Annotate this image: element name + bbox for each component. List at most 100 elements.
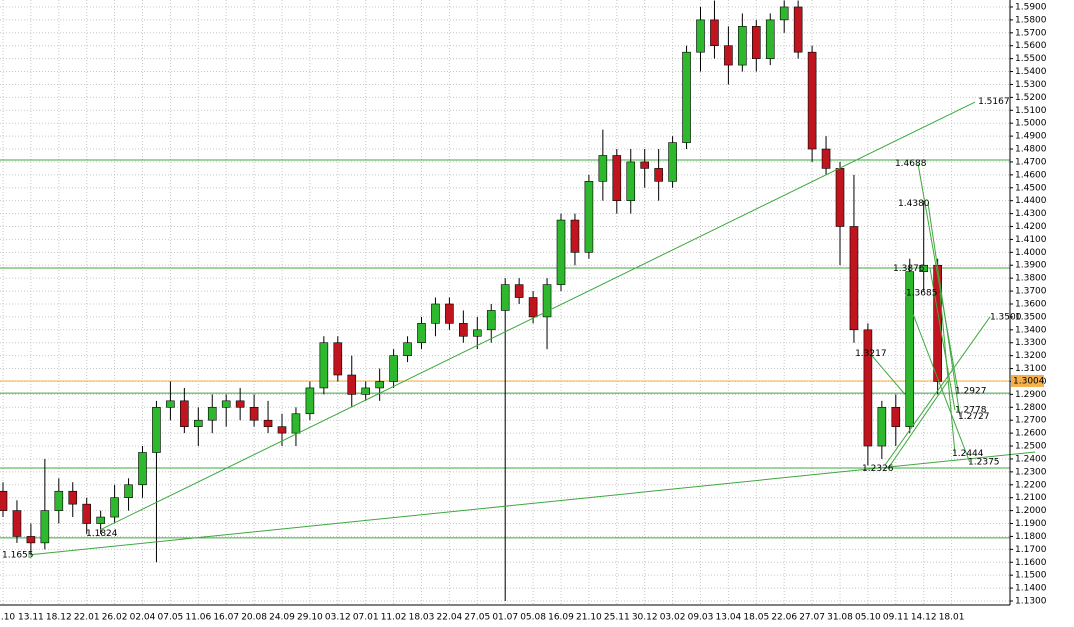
x-tick-label: 18.01 — [939, 613, 965, 623]
candle-body — [263, 419, 273, 427]
x-tick-label: 11.06 — [185, 613, 211, 623]
candle-body — [138, 452, 147, 486]
candle-body — [319, 342, 329, 389]
candle-body — [277, 426, 287, 434]
candle-body — [124, 484, 133, 498]
x-tick-label: 18.12 — [46, 613, 72, 623]
y-tick-label: 1.4900 — [1015, 132, 1047, 142]
trend-line — [929, 268, 956, 411]
x-tick-label: 01.07 — [492, 613, 518, 623]
y-tick-label: 1.1900 — [1015, 519, 1047, 529]
candle-body — [249, 406, 259, 421]
price-annotation: 1.4380 — [898, 199, 930, 209]
trend-line — [927, 203, 961, 417]
x-tick-label: 07.01 — [353, 613, 379, 623]
x-tick-label: 18.05 — [743, 613, 769, 623]
candle-body — [417, 323, 426, 344]
x-tick-label: 09.03 — [688, 613, 714, 623]
x-tick-label: 30.12 — [632, 613, 658, 623]
trend-line — [904, 292, 971, 463]
candle-body — [0, 490, 8, 511]
candle-body — [640, 161, 650, 169]
x-tick-label: 24.09 — [269, 613, 295, 623]
x-tick-label: 21.10 — [576, 613, 602, 623]
candle-body — [891, 406, 901, 427]
y-tick-label: 1.5000 — [1015, 119, 1047, 129]
y-tick-label: 1.2100 — [1015, 493, 1047, 503]
candle-body — [793, 6, 803, 53]
price-annotation: 1.2927 — [955, 386, 987, 396]
candle-body — [751, 26, 761, 59]
candle-body — [807, 51, 817, 150]
y-tick-label: 1.4200 — [1015, 222, 1047, 232]
x-tick-label: 22.06 — [771, 613, 797, 623]
candle-body — [738, 26, 747, 66]
x-tick-label: 18.03 — [409, 613, 435, 623]
price-annotation: 1.3685 — [906, 289, 938, 299]
x-tick-label: 16.07 — [213, 613, 239, 623]
y-tick-label: 1.2200 — [1015, 480, 1047, 490]
y-tick-label: 1.1700 — [1015, 545, 1047, 555]
x-tick-label: 26.02 — [102, 613, 128, 623]
candle-body — [291, 413, 301, 434]
candle-body — [194, 419, 203, 427]
y-tick-label: 1.4400 — [1015, 196, 1047, 206]
x-tick-label: 11.02 — [381, 613, 407, 623]
candle-body — [431, 303, 440, 324]
x-tick-label: 14.12 — [911, 613, 937, 623]
candle-body — [486, 310, 496, 331]
y-tick-label: 1.1300 — [1015, 596, 1047, 606]
current-price-box — [1011, 374, 1044, 387]
x-tick-label: 03.02 — [660, 613, 686, 623]
price-annotation: 1.5167 — [978, 97, 1010, 107]
y-tick-label: 1.4500 — [1015, 183, 1047, 193]
y-tick-label: 1.2000 — [1015, 506, 1047, 516]
y-tick-label: 1.2700 — [1015, 416, 1047, 426]
trend-line — [99, 101, 976, 531]
candle-body — [152, 406, 161, 453]
candle-body — [361, 387, 371, 395]
candle-body — [500, 284, 510, 311]
current-price-label: 1.3004 — [1013, 376, 1045, 386]
candle-body — [584, 181, 594, 253]
candle-body — [472, 329, 482, 337]
candle-body — [514, 284, 524, 298]
candle-body — [835, 168, 845, 227]
trend-line — [917, 163, 959, 391]
candle-body — [556, 219, 566, 285]
y-tick-label: 1.4300 — [1015, 209, 1047, 219]
price-annotation: 1.3876 — [893, 264, 925, 274]
candle-body — [40, 510, 50, 544]
candle-body — [933, 264, 942, 382]
y-tick-label: 1.5900 — [1015, 2, 1047, 12]
x-tick-label: 05.10 — [855, 613, 881, 623]
price-annotation: 1.3500 — [990, 312, 1022, 322]
candle-body — [26, 536, 36, 544]
price-annotation: 1.2444 — [952, 449, 984, 459]
candle-body — [821, 148, 831, 169]
candle-body — [724, 45, 733, 66]
y-tick-label: 1.3100 — [1015, 364, 1047, 374]
candle-body — [598, 155, 608, 182]
x-tick-label: 22.01 — [74, 613, 100, 623]
candle-body — [863, 329, 873, 447]
x-tick-label: 09.11 — [883, 613, 909, 623]
x-tick-label: 02.04 — [130, 613, 156, 623]
y-tick-label: 1.5600 — [1015, 41, 1047, 51]
candle-body — [375, 381, 384, 389]
y-tick-label: 1.3500 — [1015, 312, 1047, 322]
x-tick-label: 03.12 — [325, 613, 351, 623]
price-annotation: 1.1824 — [86, 529, 118, 539]
candle-body — [12, 510, 22, 537]
candle-body — [570, 219, 580, 253]
trend-line — [939, 292, 956, 454]
y-tick-label: 1.3200 — [1015, 351, 1047, 361]
y-tick-label: 1.3800 — [1015, 274, 1047, 284]
y-tick-label: 1.3400 — [1015, 325, 1047, 335]
candle-body — [445, 303, 454, 324]
y-tick-label: 1.5500 — [1015, 54, 1047, 64]
x-tick-label: .10 — [1, 613, 16, 623]
y-tick-label: 1.3700 — [1015, 287, 1047, 297]
y-tick-label: 1.1600 — [1015, 558, 1047, 568]
